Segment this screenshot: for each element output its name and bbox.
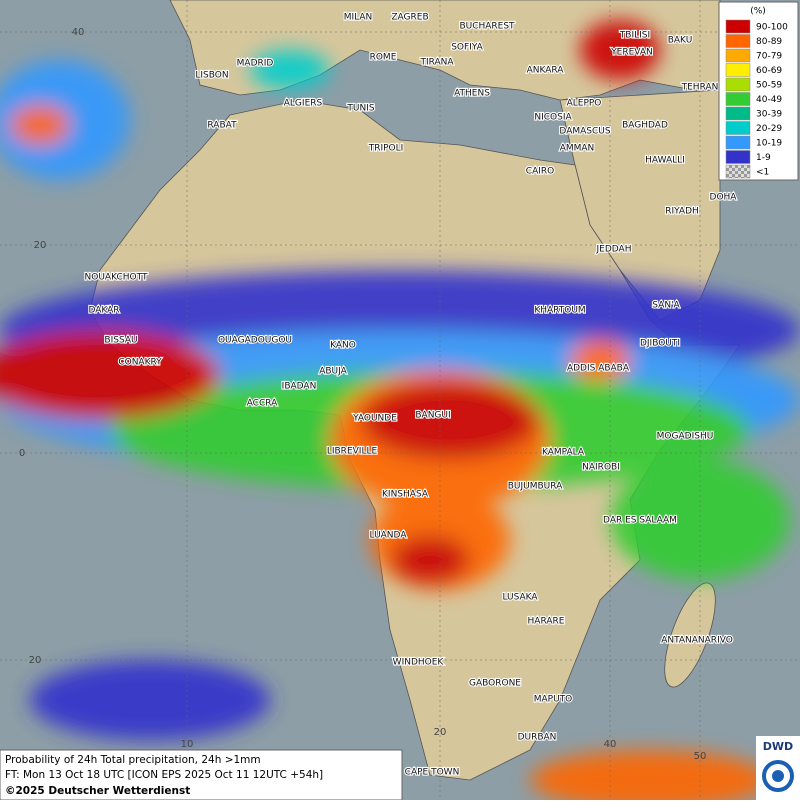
city-label: KAMPALA — [542, 448, 585, 458]
logo: DWD — [756, 736, 800, 800]
city-label: MAPUTO — [534, 695, 573, 705]
city-label: ANTANANARIVO — [661, 636, 733, 646]
legend-swatch — [725, 150, 751, 164]
legend-label: 80-89 — [756, 37, 782, 47]
grid-label: 10 — [181, 739, 194, 750]
footer: Probability of 24h Total precipitation, … — [0, 749, 403, 801]
legend-swatch — [725, 77, 751, 92]
city-label: MOGADISHU — [657, 432, 714, 442]
legend-label: 60-69 — [756, 66, 782, 76]
city-label: BUCHAREST — [459, 22, 515, 32]
city-label: MADRID — [237, 59, 274, 69]
city-label: SAN'A — [652, 301, 680, 311]
grid-label: 20 — [34, 240, 47, 251]
footer-copyright: ©2025 Deutscher Wetterdienst — [5, 785, 190, 797]
legend-unit: (%) — [750, 7, 766, 17]
city-label: CAIRO — [526, 167, 554, 177]
city-label: LIBREVILLE — [327, 447, 378, 457]
legend-swatch — [725, 121, 751, 135]
city-label: GABORONE — [469, 679, 521, 689]
city-label: OUAGADOUGOU — [218, 336, 292, 346]
city-label: ABUJA — [319, 367, 347, 377]
city-label: BANGUI — [415, 411, 450, 421]
city-label: LUSAKA — [502, 593, 538, 603]
city-label: WINDHOEK — [393, 658, 445, 668]
legend-label: 50-59 — [756, 81, 782, 91]
city-label: HARARE — [528, 617, 565, 627]
city-label: ROME — [370, 53, 397, 63]
grid-label: 50 — [694, 751, 707, 762]
legend-label: 70-79 — [756, 52, 782, 62]
city-label: DAMASCUS — [559, 127, 610, 137]
city-label: BAGHDAD — [622, 121, 668, 131]
city-label: BAKU — [668, 36, 693, 46]
city-label: AMMAN — [560, 144, 595, 154]
city-label: BUJUMBURA — [508, 482, 563, 492]
footer-forecast: FT: Mon 13 Oct 18 UTC [ICON EPS 2025 Oct… — [5, 769, 323, 781]
footer-title: Probability of 24h Total precipitation, … — [5, 754, 261, 766]
legend-swatch — [725, 34, 751, 48]
grid-label: 40 — [604, 739, 617, 750]
legend-swatch — [725, 164, 751, 179]
city-label: KHARTOUM — [534, 306, 585, 316]
city-label: IBADAN — [282, 382, 317, 392]
city-label: TUNIS — [346, 104, 374, 114]
legend-label: 40-49 — [756, 95, 782, 105]
city-label: DURBAN — [518, 733, 557, 743]
grid-label: 40 — [72, 27, 85, 38]
city-label: ALGIERS — [284, 99, 323, 109]
city-label: YAOUNDE — [352, 414, 397, 424]
city-label: ATHENS — [454, 89, 490, 99]
legend-swatch — [725, 92, 751, 106]
city-label: KANO — [330, 341, 356, 351]
city-label: MILAN — [344, 13, 373, 23]
city-label: JEDDAH — [596, 245, 632, 255]
legend-label: 90-100 — [756, 23, 788, 33]
city-label: HAWALLI — [645, 156, 685, 166]
legend: (%) 90-100 80-89 70-79 60-69 50-59 40-49 30-39… — [718, 1, 799, 181]
city-label: ALEPPO — [567, 99, 602, 109]
city-label: NAIROBI — [582, 463, 620, 473]
city-label: ANKARA — [527, 66, 565, 76]
city-label: RIYADH — [665, 207, 699, 217]
legend-label: 20-29 — [756, 124, 782, 134]
grid-label: 0 — [19, 448, 25, 459]
city-label: DAR ES SALAAM — [603, 516, 677, 526]
legend-swatch — [725, 63, 751, 77]
city-label: DOHA — [710, 193, 738, 203]
city-label: ZAGREB — [391, 13, 428, 23]
legend-label: <1 — [756, 168, 769, 178]
legend-swatch — [725, 19, 751, 34]
legend-label: 30-39 — [756, 110, 782, 120]
city-label: YEREVAN — [610, 48, 653, 58]
city-label: SOFIYA — [451, 43, 483, 53]
city-label: DJIBOUTI — [640, 339, 680, 349]
legend-label: 10-19 — [756, 139, 782, 149]
grid-label: 20 — [434, 727, 447, 738]
grid-label: 20 — [29, 655, 42, 666]
city-label: DAKAR — [88, 306, 119, 316]
city-label: RABAT — [207, 121, 237, 131]
legend-swatch — [725, 135, 751, 150]
legend-swatch — [725, 48, 751, 63]
logo-text: DWD — [763, 740, 793, 753]
city-label: NICOSIA — [534, 113, 572, 123]
city-label: TBILISI — [619, 31, 650, 41]
city-label: KINSHASA — [382, 490, 429, 500]
city-label: TEHRAN — [681, 83, 719, 93]
city-label: CAPE TOWN — [405, 768, 460, 778]
legend-label: 1-9 — [756, 153, 771, 163]
city-label: LISBON — [195, 71, 228, 81]
city-label: NOUAKCHOTT — [85, 273, 148, 283]
city-label: CONAKRY — [118, 358, 162, 368]
city-label: LUANDA — [370, 531, 408, 541]
legend-swatch — [725, 106, 751, 121]
city-label: TIRANA — [419, 58, 454, 68]
city-label: BISSAU — [104, 336, 137, 346]
city-label: ACCRA — [247, 399, 278, 409]
city-label: TRIPOLI — [368, 144, 404, 154]
city-label: ADDIS ABABA — [567, 364, 630, 374]
